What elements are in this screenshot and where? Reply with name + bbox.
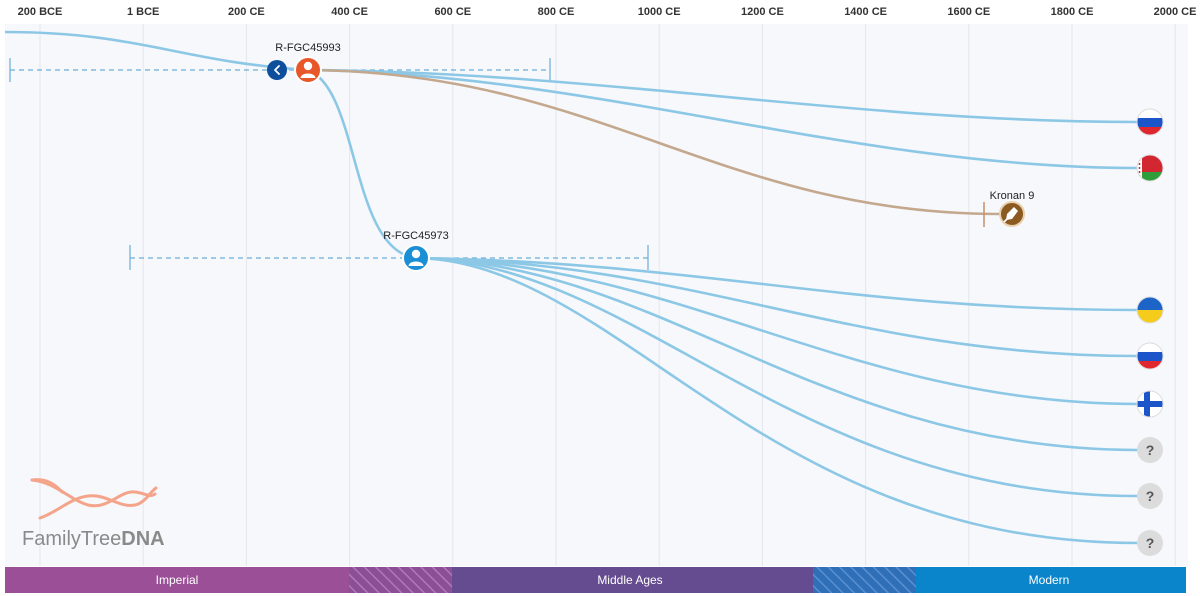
axis-tick-label: 200 BCE [18, 6, 63, 18]
axis-tick-label: 200 CE [228, 6, 265, 18]
axis-tick-label: 600 CE [434, 6, 471, 18]
chevron-left-icon [274, 65, 280, 75]
branch-unknown-3 [415, 256, 1139, 545]
unknown-country-mark: ? [1146, 535, 1155, 551]
branch-finland [415, 256, 1139, 406]
axis-tick-label: 1000 CE [638, 6, 681, 18]
unknown-country-mark: ? [1146, 488, 1155, 504]
axis-tick-label: 1800 CE [1051, 6, 1094, 18]
collapse-branch-button[interactable] [267, 60, 287, 80]
axis-tick-label: 2000 CE [1154, 6, 1197, 18]
trowel-icon [1003, 207, 1018, 223]
logo-text: FamilyTreeDNA [22, 528, 165, 550]
axis-tick-label: 1 BCE [127, 6, 159, 18]
era-imperial-label: Imperial [156, 573, 199, 587]
era-imperial [5, 567, 349, 593]
ukraine-flag-icon [1137, 297, 1163, 323]
era-transition-2 [813, 567, 916, 593]
familytreedna-logo: FamilyTreeDNA [22, 478, 165, 550]
leaf-unknown-2[interactable]: ? [1137, 483, 1163, 509]
russia-flag-icon [1137, 343, 1163, 369]
ancient-sample-branch [307, 68, 1001, 216]
leaf-finland[interactable] [1136, 390, 1164, 418]
finland-flag-icon [1137, 391, 1163, 417]
leaf-russia-2[interactable] [1136, 342, 1164, 370]
unknown-country-icon [1137, 483, 1163, 509]
era-modern [916, 567, 1186, 593]
dna-helix-icon [30, 478, 158, 520]
unknown-country-icon [1137, 530, 1163, 556]
axis-tick-label: 400 CE [331, 6, 368, 18]
upper-node-label: R-FGC45993 [275, 42, 340, 54]
leaf-unknown-1[interactable]: ? [1137, 437, 1163, 463]
era-modern-label: Modern [1029, 573, 1070, 587]
ancient-sample-label: Kronan 9 [990, 190, 1035, 202]
leaf-unknown-3[interactable]: ? [1137, 530, 1163, 556]
branch-russia-2 [415, 256, 1139, 358]
person-icon [408, 249, 424, 266]
era-middle-ages-label: Middle Ages [597, 573, 662, 587]
axis-tick-label: 1400 CE [844, 6, 887, 18]
branch-russia-1 [307, 68, 1139, 124]
era-bar: Imperial Middle Ages Modern [5, 567, 1186, 593]
haplogroup-node-lower[interactable]: R-FGC45973 [383, 230, 449, 272]
person-icon [300, 61, 316, 78]
branch-ukraine [415, 256, 1139, 312]
era-middle-ages [452, 567, 813, 593]
axis-tick-label: 800 CE [538, 6, 575, 18]
ancient-sample-node[interactable]: Kronan 9 [990, 190, 1035, 227]
axis-tick-label: 1600 CE [947, 6, 990, 18]
lower-node-age-range [129, 245, 649, 270]
leaf-russia-1[interactable] [1136, 108, 1164, 136]
parent-branch [4, 30, 309, 72]
era-transition-1 [349, 567, 452, 593]
timeline-axis: 200 BCE 1 BCE 200 CE 400 CE 600 CE 800 CE 1000… [18, 6, 1197, 18]
haplogroup-node-upper[interactable]: R-FGC45993 [275, 42, 341, 84]
axis-tick-label: 1200 CE [741, 6, 784, 18]
russia-flag-icon [1137, 109, 1163, 135]
unknown-country-icon [1137, 437, 1163, 463]
lower-node-label: R-FGC45973 [383, 230, 448, 242]
leaf-ukraine[interactable] [1136, 296, 1164, 324]
branch-to-lower-node [307, 68, 417, 260]
branch-unknown-1 [415, 256, 1139, 452]
plot-background [5, 24, 1188, 566]
unknown-country-mark: ? [1146, 442, 1155, 458]
branch-belarus [307, 68, 1139, 170]
leaf-belarus[interactable] [1136, 154, 1164, 182]
branch-unknown-2 [415, 256, 1139, 498]
tree-branches [4, 30, 1139, 545]
